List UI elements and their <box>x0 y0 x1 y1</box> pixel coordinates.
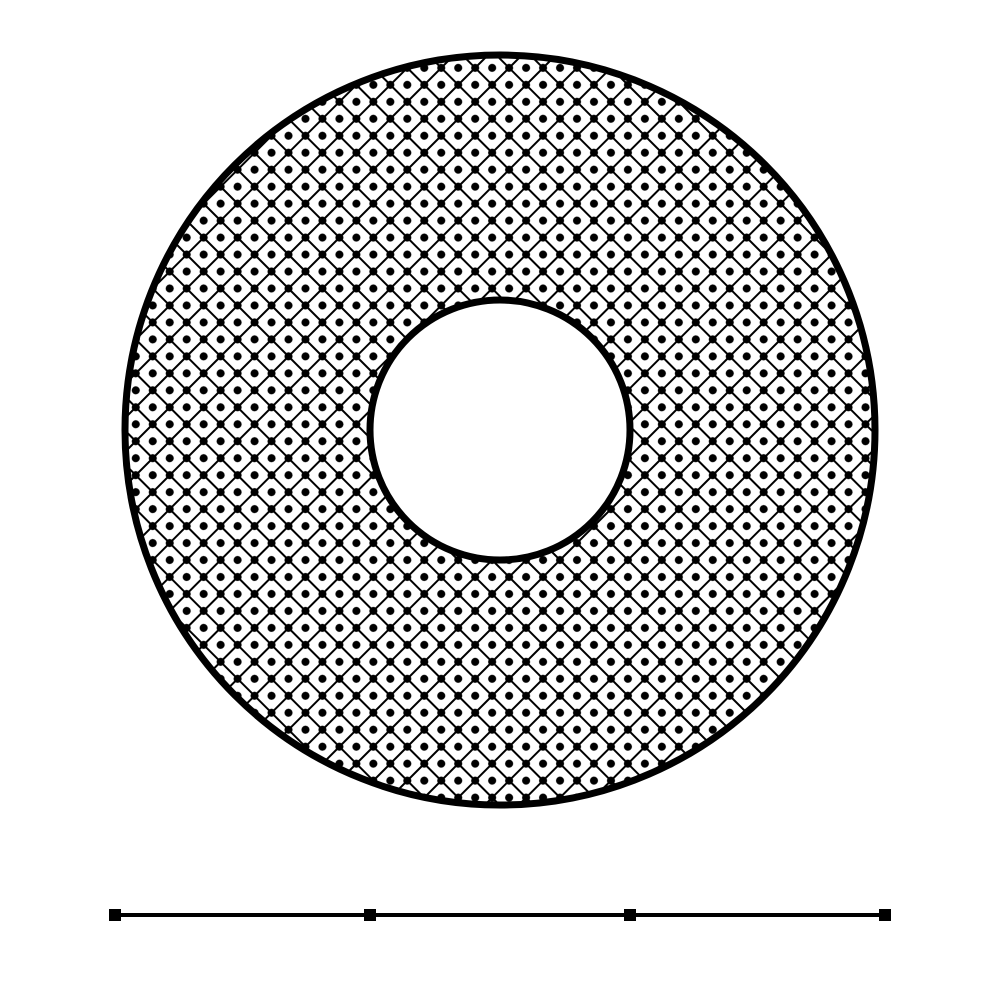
dimension-label: B <box>744 0 771 9</box>
dimension-tick <box>364 909 376 921</box>
dimension-tick <box>879 909 891 921</box>
dimension-tick <box>109 909 121 921</box>
diagram-svg: BAB <box>0 0 1000 1000</box>
dimension-label: B <box>229 0 256 9</box>
dimension-label: A <box>487 0 514 9</box>
dimension-tick <box>624 909 636 921</box>
